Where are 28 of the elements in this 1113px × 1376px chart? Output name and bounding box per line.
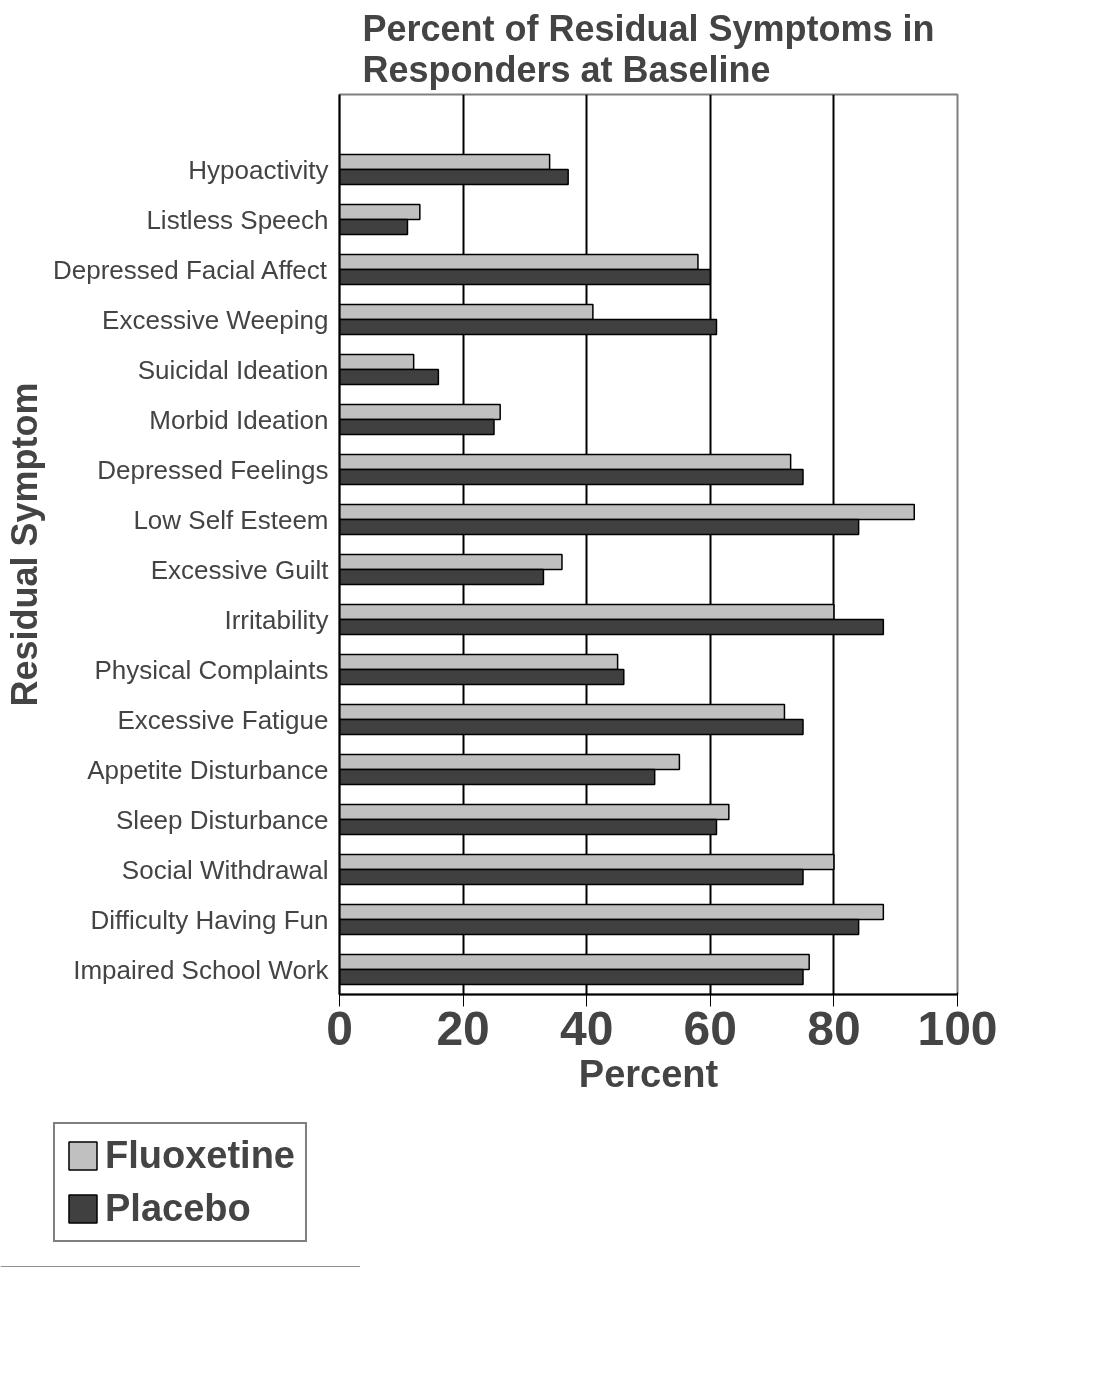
- y-tick-label: Appetite Disturbance: [87, 754, 329, 785]
- y-tick-label: Morbid Ideation: [149, 404, 329, 435]
- y-tick-label: Difficulty Having Fun: [90, 904, 329, 935]
- y-tick-label: Irritability: [224, 604, 329, 635]
- x-tick-label: 100: [917, 1001, 998, 1055]
- x-tick-label: 0: [326, 1001, 353, 1055]
- x-tick-label: 60: [683, 1001, 737, 1055]
- y-tick-label: Excessive Guilt: [150, 554, 330, 585]
- y-tick-label: Impaired School Work: [73, 954, 330, 985]
- y-tick-label: Sleep Disturbance: [116, 804, 329, 835]
- y-tick-label: Depressed Feelings: [97, 454, 329, 485]
- legend-label: Fluoxetine: [104, 1134, 296, 1177]
- y-tick-label: Social Withdrawal: [121, 854, 329, 885]
- chart-title: Percent of Residual Symptoms in Responders at Baseline: [362, 7, 935, 90]
- legend-label: Placebo: [104, 1187, 251, 1230]
- y-tick-label: Excessive Fatigue: [117, 704, 329, 735]
- y-tick-label: Excessive Weeping: [102, 304, 329, 335]
- y-axis-title: Residual Symptom: [3, 382, 45, 707]
- y-tick-label: Low Self Esteem: [133, 504, 329, 535]
- x-tick-label: 20: [436, 1001, 490, 1055]
- y-tick-label: Hypoactivity: [188, 154, 329, 185]
- y-tick-label: Listless Speech: [146, 204, 329, 235]
- x-tick-label: 80: [807, 1001, 861, 1055]
- y-tick-label: Depressed Facial Affect: [52, 254, 328, 285]
- y-tick-label: Suicidal Ideation: [137, 354, 329, 385]
- x-tick-label: 40: [560, 1001, 614, 1055]
- x-axis-title: Percent: [578, 1052, 719, 1095]
- y-tick-label: Physical Complaints: [94, 654, 329, 685]
